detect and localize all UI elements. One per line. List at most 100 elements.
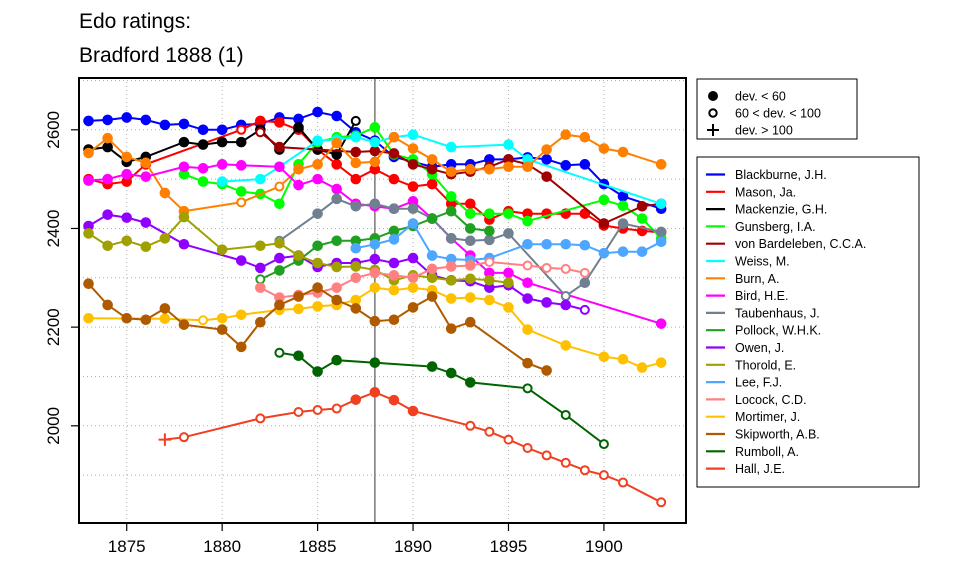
data-point — [293, 406, 304, 417]
x-tick-label: 1875 — [108, 537, 146, 556]
data-point — [121, 235, 133, 247]
data-point — [312, 282, 323, 293]
data-point — [312, 301, 323, 312]
data-point — [216, 124, 228, 136]
data-point — [560, 160, 572, 171]
data-point — [522, 161, 533, 173]
data-point — [331, 294, 342, 306]
data-point — [159, 303, 171, 314]
data-point — [255, 274, 266, 285]
data-point — [235, 136, 247, 148]
data-point — [560, 291, 571, 302]
data-point — [636, 246, 648, 257]
series-hall-j-e — [158, 386, 667, 508]
data-point — [560, 409, 571, 420]
data-point — [102, 240, 113, 252]
data-point — [465, 316, 476, 328]
data-point — [293, 250, 304, 261]
x-tick-label: 1890 — [394, 537, 432, 556]
data-point — [503, 228, 514, 239]
data-point — [407, 282, 419, 293]
data-point — [388, 257, 400, 269]
series-rumboll-a — [274, 347, 609, 450]
data-point — [216, 312, 228, 324]
data-point — [198, 315, 209, 326]
data-point — [636, 200, 648, 212]
data-point — [445, 233, 457, 244]
data-point — [522, 260, 533, 271]
data-point — [312, 405, 323, 416]
data-point — [83, 115, 94, 127]
data-point — [369, 238, 381, 250]
data-point — [426, 291, 438, 302]
data-point — [178, 161, 190, 173]
data-point — [484, 234, 495, 246]
data-point — [465, 163, 476, 175]
data-point — [465, 260, 476, 271]
data-point — [407, 218, 419, 229]
data-point — [197, 124, 209, 136]
data-point — [274, 347, 285, 358]
data-point — [560, 340, 572, 351]
data-point — [560, 457, 571, 468]
data-point — [331, 403, 342, 414]
data-point — [159, 233, 171, 244]
data-point — [445, 166, 457, 178]
data-point — [350, 131, 362, 143]
data-point — [655, 236, 667, 248]
data-point — [312, 173, 323, 185]
data-point — [312, 159, 323, 170]
data-point — [598, 218, 610, 229]
data-point — [426, 163, 438, 175]
data-point — [102, 209, 113, 220]
data-point — [350, 303, 362, 314]
data-point — [465, 420, 476, 431]
legend-entry: Owen, J. — [735, 341, 784, 355]
data-point — [350, 394, 362, 405]
data-point — [159, 187, 171, 199]
data-point — [235, 341, 247, 353]
data-point — [83, 175, 94, 186]
data-point — [274, 237, 285, 249]
series-line — [278, 197, 662, 298]
data-point — [617, 246, 629, 257]
data-point — [369, 122, 381, 133]
legend-entry: Blackburne, J.H. — [735, 168, 827, 182]
data-point — [331, 354, 342, 366]
data-point — [197, 139, 209, 150]
data-point — [331, 282, 342, 293]
data-point — [484, 208, 495, 219]
data-point — [388, 173, 400, 185]
data-point — [140, 114, 152, 126]
data-point — [407, 272, 419, 284]
data-point — [618, 477, 629, 488]
data-point — [312, 208, 323, 219]
data-point — [350, 146, 362, 158]
data-point — [503, 139, 514, 150]
series-layer — [83, 106, 667, 508]
data-point — [503, 277, 514, 289]
legend-entry: Pollock, W.H.K. — [735, 324, 821, 338]
data-point — [369, 282, 381, 293]
data-point — [293, 179, 304, 191]
data-point — [503, 302, 514, 313]
data-point — [445, 261, 457, 272]
data-point — [407, 252, 419, 264]
data-point — [655, 198, 667, 210]
data-point — [465, 273, 476, 285]
data-point — [216, 136, 228, 148]
data-point — [426, 154, 438, 165]
data-point — [445, 323, 457, 334]
legend-entry: Mortimer, J. — [735, 410, 800, 424]
legend-entry: Mackenzie, G.H. — [735, 203, 827, 217]
marker-legend-box — [696, 78, 858, 140]
series-locock-c-d — [255, 257, 590, 303]
data-point — [235, 309, 247, 321]
legend-entry: Mason, Ja. — [735, 185, 796, 199]
data-point — [426, 263, 438, 275]
series-legend-box — [696, 156, 920, 488]
data-point — [522, 277, 533, 289]
data-point — [83, 278, 94, 290]
data-point — [522, 238, 533, 250]
data-point — [274, 265, 285, 276]
